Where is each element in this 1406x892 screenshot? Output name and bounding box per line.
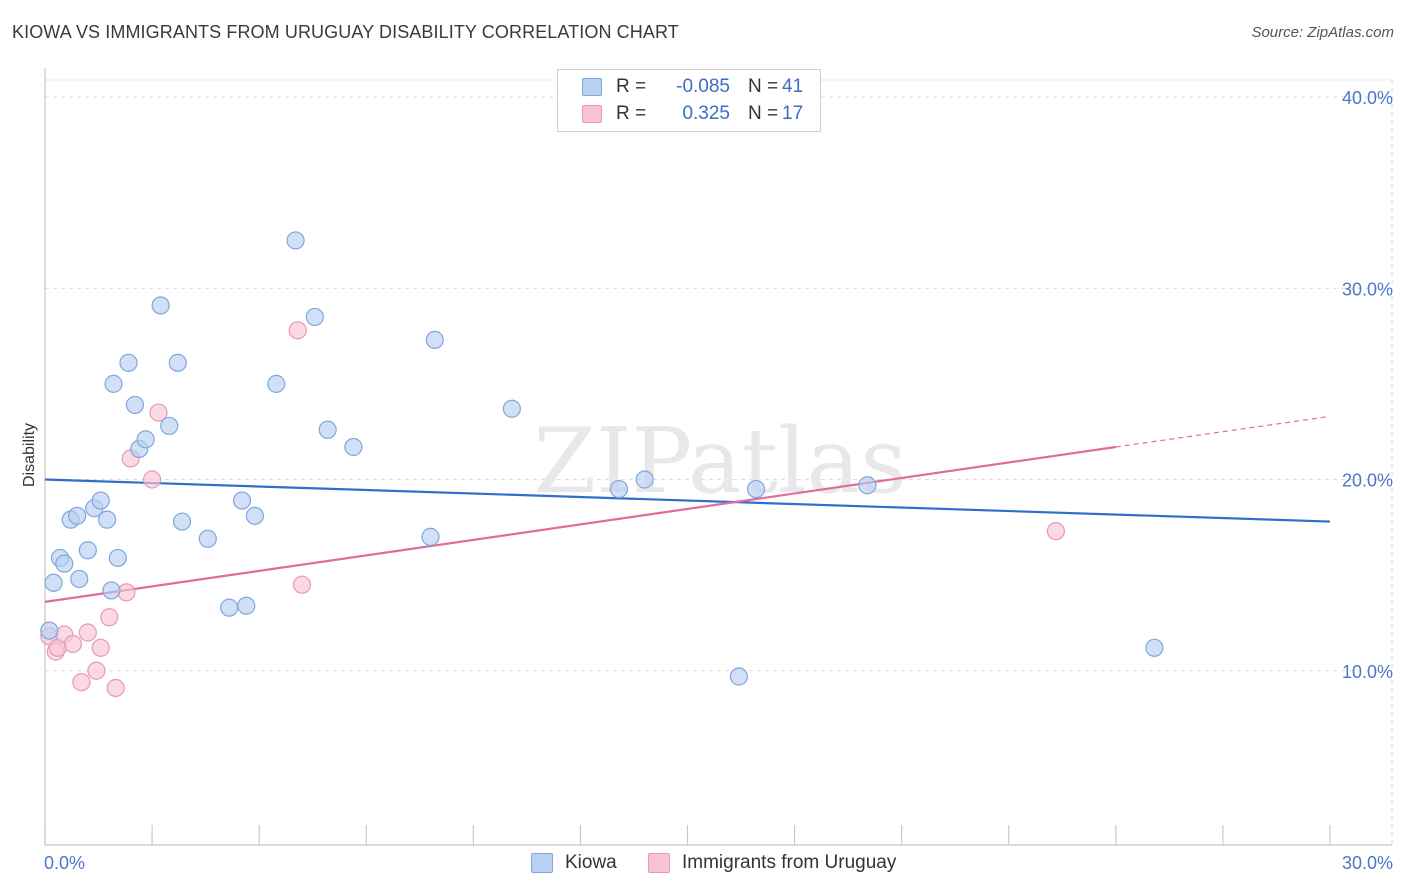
kiowa-point — [220, 598, 239, 617]
kiowa-point — [502, 399, 521, 418]
kiowa-point — [609, 479, 629, 499]
kiowa-point — [198, 529, 217, 548]
kiowa-point — [78, 541, 97, 560]
uruguay-point — [63, 634, 82, 654]
kiowa-point — [104, 374, 123, 393]
legend-item-label: Immigrants from Uruguay — [682, 852, 897, 873]
y-tick-label: 40.0% — [1342, 88, 1393, 108]
kiowa-point — [232, 491, 252, 510]
uruguay-swatch — [648, 853, 670, 873]
kiowa-point — [168, 353, 187, 372]
kiowa-point — [102, 581, 121, 600]
kiowa-point — [245, 506, 264, 525]
uruguay-point — [91, 638, 110, 657]
y-tick-label: 20.0% — [1342, 471, 1393, 491]
legend-item-kiowa: Kiowa — [531, 852, 617, 874]
kiowa-point — [68, 506, 87, 525]
kiowa-point — [286, 231, 305, 250]
uruguay-point — [87, 661, 106, 680]
y-axis-label: Disability — [21, 423, 38, 487]
uruguay-trend-extension — [1115, 415, 1331, 448]
kiowa-point — [151, 296, 170, 315]
kiowa-point — [55, 554, 74, 573]
kiowa-point — [1145, 638, 1164, 657]
uruguay-point — [288, 321, 307, 340]
legend-item-uruguay: Immigrants from Uruguay — [648, 852, 896, 874]
legend-r-value: -0.085 — [676, 76, 730, 97]
axes — [44, 68, 1392, 846]
kiowa-point — [44, 573, 63, 592]
uruguay-point — [78, 623, 97, 642]
kiowa-point — [858, 476, 877, 495]
kiowa-point — [136, 430, 155, 449]
kiowa-point — [425, 330, 444, 349]
kiowa-trend-line — [44, 478, 1331, 523]
kiowa-point — [344, 437, 363, 457]
series-legend: Kiowa Immigrants from Uruguay — [0, 852, 1406, 878]
y-tick-labels: 10.0% 20.0% 30.0% 40.0% — [1342, 88, 1393, 682]
legend-n-label: N = — [748, 103, 779, 124]
kiowa-point — [318, 420, 337, 439]
legend-item-label: Kiowa — [565, 852, 617, 873]
kiowa-point — [160, 416, 179, 436]
legend-n-label: N = — [748, 76, 779, 97]
kiowa-point — [267, 374, 286, 393]
x-tick-label: 30.0% — [1342, 853, 1393, 873]
kiowa-point — [635, 470, 654, 489]
chart-title: KIOWA VS IMMIGRANTS FROM URUGUAY DISABIL… — [12, 22, 679, 42]
kiowa-point — [119, 353, 138, 372]
legend-r-value: 0.325 — [682, 103, 730, 124]
legend-row-uruguay: R = 0.325 N = 17 — [582, 101, 803, 127]
kiowa-point — [125, 395, 145, 415]
y-tick-label: 30.0% — [1342, 279, 1393, 299]
legend-r-label: R = — [616, 76, 647, 97]
uruguay-point — [106, 678, 125, 698]
kiowa-swatch — [582, 78, 602, 96]
uruguay-point — [100, 608, 119, 627]
uruguay-point — [1046, 522, 1065, 541]
kiowa-point — [70, 569, 89, 589]
legend-n-value: 41 — [782, 76, 804, 97]
uruguay-swatch — [582, 105, 602, 123]
data-points — [40, 231, 1164, 698]
kiowa-point — [172, 512, 192, 531]
x-tick-labels: 0.0% 30.0% — [44, 853, 1393, 873]
legend-row-kiowa: R = -0.085 N = 41 — [582, 74, 803, 100]
kiowa-point — [40, 621, 59, 640]
kiowa-point — [91, 491, 110, 510]
legend-r-label: R = — [616, 103, 647, 124]
trend-lines — [44, 415, 1331, 603]
kiowa-point — [729, 667, 749, 686]
kiowa-point — [746, 479, 766, 499]
uruguay-point — [72, 673, 91, 692]
legend-n-value: 17 — [782, 103, 804, 124]
kiowa-point — [237, 596, 256, 615]
kiowa-point — [305, 307, 324, 327]
uruguay-point — [142, 470, 162, 489]
source-label: Source: ZipAtlas.com — [1251, 24, 1394, 41]
kiowa-point — [108, 548, 127, 568]
y-tick-label: 10.0% — [1342, 662, 1393, 682]
uruguay-point — [117, 583, 136, 602]
uruguay-trend-line — [44, 445, 1116, 603]
uruguay-point — [292, 575, 312, 594]
stats-legend: R = -0.085 N = 41 R = 0.325 N = 17 — [557, 69, 821, 132]
kiowa-point — [98, 510, 117, 529]
kiowa-point — [421, 527, 440, 546]
uruguay-point — [149, 403, 168, 422]
x-tick-label: 0.0% — [44, 853, 85, 873]
kiowa-swatch — [531, 853, 553, 873]
